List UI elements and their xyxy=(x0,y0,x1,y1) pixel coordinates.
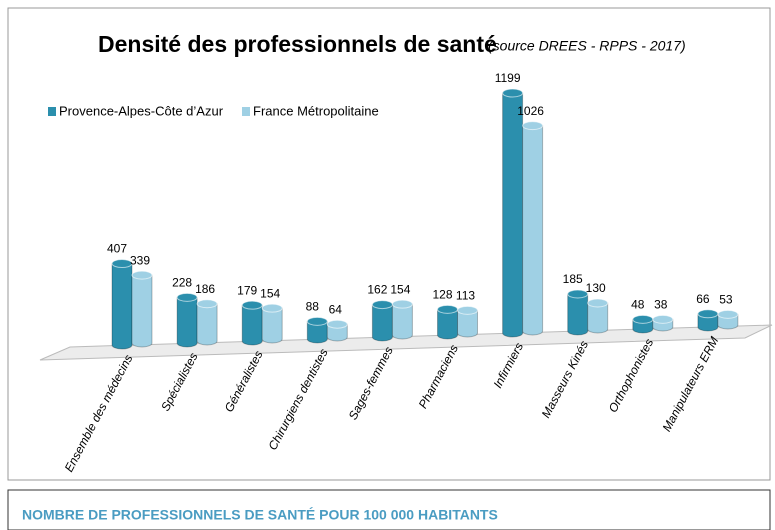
bar xyxy=(697,313,719,332)
bar-top xyxy=(241,300,263,310)
value-label: 407 xyxy=(107,242,127,256)
bar xyxy=(111,263,133,350)
value-label: 228 xyxy=(172,276,192,290)
bar-top xyxy=(326,319,348,329)
bar xyxy=(306,320,328,344)
bar-top xyxy=(176,292,198,302)
value-label: 339 xyxy=(130,253,150,267)
bar-top xyxy=(587,298,609,308)
value-label: 186 xyxy=(195,282,215,296)
bar-top xyxy=(391,299,413,309)
bar-top xyxy=(196,299,218,309)
value-label: 1026 xyxy=(517,104,544,118)
value-label: 130 xyxy=(586,281,606,295)
bar xyxy=(502,92,524,338)
value-label: 154 xyxy=(260,286,280,300)
chart-title: Densité des professionnels de santé xyxy=(98,31,497,57)
value-label: 113 xyxy=(456,289,475,303)
value-label: 38 xyxy=(654,298,668,312)
bar-top xyxy=(261,303,283,313)
legend-label: France Métropolitaine xyxy=(253,103,379,118)
bar-top xyxy=(717,309,739,319)
legend-label: Provence-Alpes-Côte d’Azur xyxy=(59,103,224,118)
value-label: 185 xyxy=(563,272,583,286)
bar xyxy=(391,303,413,340)
value-label: 64 xyxy=(329,302,343,316)
bar-top xyxy=(502,88,524,98)
legend-swatch xyxy=(48,107,56,116)
chart-subtitle: (source DREES - RPPS - 2017) xyxy=(488,38,686,54)
bar xyxy=(567,293,589,336)
value-label: 154 xyxy=(390,282,410,296)
bar xyxy=(176,296,198,348)
value-label: 179 xyxy=(237,283,257,297)
caption: NOMBRE DE PROFESSIONNELS DE SANTÉ POUR 1… xyxy=(22,507,498,523)
bar xyxy=(437,308,458,340)
value-label: 66 xyxy=(696,292,710,306)
bar-top xyxy=(457,305,478,315)
bar xyxy=(131,274,153,348)
bar xyxy=(457,309,478,338)
bar xyxy=(241,304,263,346)
bar xyxy=(371,304,393,342)
value-label: 88 xyxy=(306,300,320,314)
bar-top xyxy=(111,259,133,269)
bar-top xyxy=(652,314,674,324)
value-label: 128 xyxy=(432,288,452,302)
bar-top xyxy=(437,304,458,314)
legend-swatch xyxy=(242,107,250,116)
bar xyxy=(196,303,218,346)
value-label: 53 xyxy=(719,293,733,307)
bar-top xyxy=(632,314,654,324)
bar-top xyxy=(131,270,153,280)
bar-top xyxy=(371,300,393,310)
bar-top xyxy=(567,289,589,299)
bar-top xyxy=(306,316,328,326)
value-label: 162 xyxy=(367,283,387,297)
value-label: 48 xyxy=(631,298,645,312)
caption-box xyxy=(7,489,771,530)
bar-top xyxy=(522,121,544,131)
chart-frame xyxy=(7,7,771,481)
bar xyxy=(261,307,283,344)
bar xyxy=(326,323,348,342)
value-label: 1199 xyxy=(495,71,521,85)
bar-top xyxy=(697,309,719,319)
bar xyxy=(587,302,609,334)
bar xyxy=(522,125,544,336)
